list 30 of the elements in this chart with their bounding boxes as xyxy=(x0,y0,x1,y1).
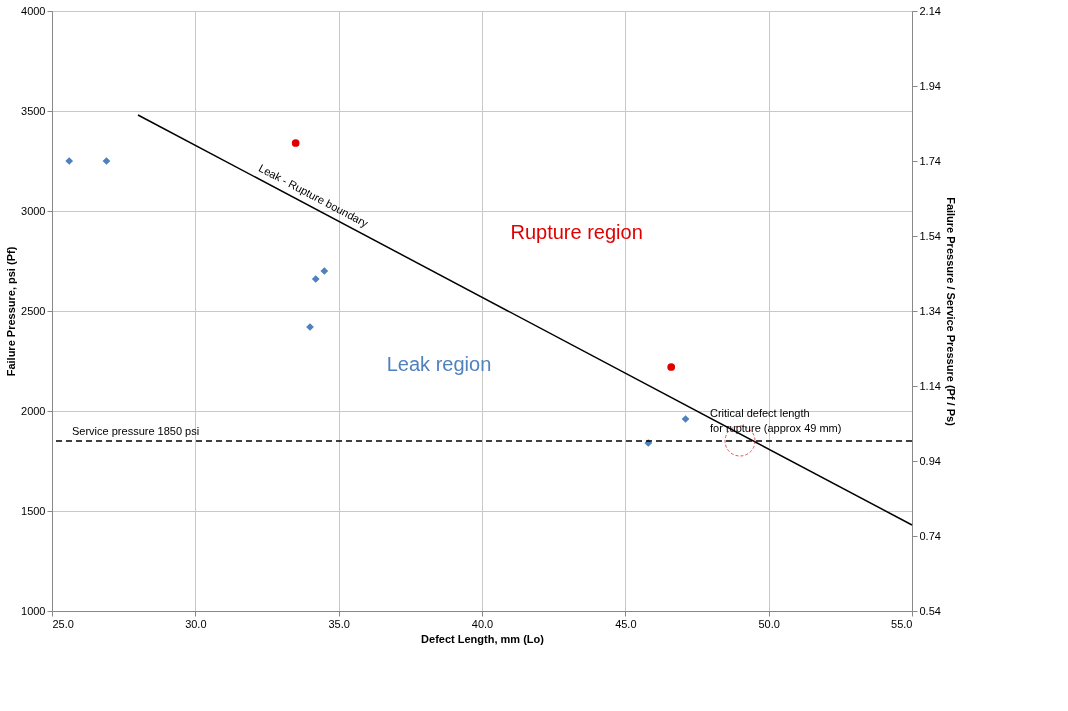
x-tick-label: 30.0 xyxy=(185,617,207,630)
x-tick-label: 55.0 xyxy=(891,617,913,630)
y2-tick-label: 0.54 xyxy=(919,604,941,617)
x-axis-title: Defect Length, mm (Lo) xyxy=(421,632,545,645)
y2-tick-label: 1.94 xyxy=(919,79,941,92)
annotation: Rupture region xyxy=(510,221,643,243)
y-tick-label: 3000 xyxy=(21,204,46,217)
x-tick-label: 40.0 xyxy=(471,617,494,630)
y-tick-label: 2000 xyxy=(21,404,46,417)
y2-tick-label: 1.14 xyxy=(919,379,941,392)
y2-tick-label: 0.94 xyxy=(919,454,941,467)
y2-tick-label: 0.74 xyxy=(919,529,941,542)
y-tick-label: 2500 xyxy=(21,304,46,317)
y2-tick-label: 1.34 xyxy=(919,304,941,317)
y2-tick-label: 1.54 xyxy=(919,229,941,242)
y-tick-label: 1000 xyxy=(21,604,46,617)
y-tick-label: 1500 xyxy=(21,504,46,517)
x-tick-label: 25.0 xyxy=(52,617,74,630)
annotation: Leak region xyxy=(386,353,492,375)
y2-tick-label: 2.14 xyxy=(919,4,941,17)
x-tick-label: 50.0 xyxy=(758,617,780,630)
y-tick-label: 3500 xyxy=(21,104,46,117)
x-tick-label: 35.0 xyxy=(328,617,350,630)
y-tick-label: 4000 xyxy=(21,4,46,17)
y2-tick-label: 1.74 xyxy=(919,154,941,167)
ref-line-label: Service pressure 1850 psi xyxy=(72,425,200,437)
annotation: Critical defect length for rupture (approx 49 mm) xyxy=(710,407,842,434)
y2-axis-title: Failure Pressure / Service Pressure (Pf / Ps) xyxy=(944,197,957,427)
x-tick-label: 45.0 xyxy=(615,617,637,630)
y-axis-title: Failure Pressure, psi (Pf) xyxy=(5,246,18,377)
